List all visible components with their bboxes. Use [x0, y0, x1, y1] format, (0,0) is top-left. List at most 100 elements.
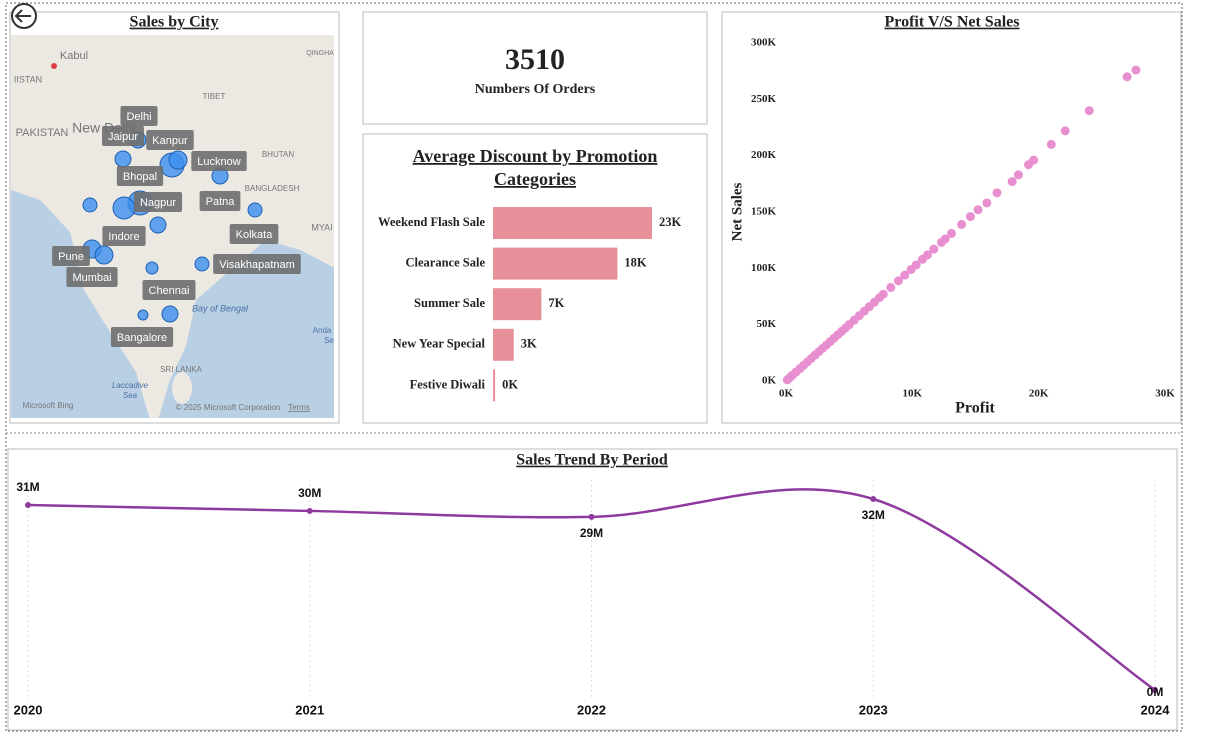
map-place: MYAI: [311, 222, 332, 232]
city-bubble: [94, 245, 114, 265]
city-label-box: [229, 224, 279, 244]
point: [900, 270, 910, 280]
city-bubble: [161, 305, 179, 323]
city-bubble: [82, 197, 98, 213]
point: [957, 219, 967, 229]
map-place: Microsoft Bing: [23, 401, 74, 410]
bar: [493, 207, 652, 239]
data-label: 0M: [1147, 685, 1164, 699]
city-label: Lucknow: [197, 156, 240, 168]
back-button[interactable]: [11, 3, 37, 29]
y-tick-label: 250K: [751, 93, 777, 105]
point: [946, 228, 956, 238]
city-bubble: [114, 150, 132, 168]
y-tick-label: Weekend Flash Sale: [378, 215, 485, 229]
city-label-box: [133, 192, 183, 212]
city-label-box: [102, 226, 146, 246]
city-bubble: [168, 150, 188, 170]
y-tick-label: Festive Diwali: [410, 377, 486, 391]
line-panel: [7, 448, 1178, 731]
map-sea: [11, 190, 150, 418]
point: [1007, 177, 1017, 187]
map-place: QINGHA: [306, 50, 334, 57]
point: [1131, 65, 1141, 75]
data-label: 29M: [580, 526, 603, 540]
x-tick-label: 30K: [1155, 388, 1175, 400]
point: [870, 496, 877, 502]
city-label: Bhopal: [123, 171, 157, 183]
city-label-box: [66, 267, 118, 287]
city-label: Kanpur: [152, 135, 188, 147]
data-label: 23K: [659, 215, 682, 229]
y-tick-label: 200K: [751, 149, 777, 161]
city-label-box: [191, 151, 247, 171]
point: [1084, 106, 1094, 116]
city-label: Mumbai: [72, 272, 111, 284]
city-bubble: [137, 309, 149, 321]
point: [973, 205, 983, 215]
y-tick-label: New Year Special: [393, 337, 486, 351]
x-tick-label: 20K: [1029, 388, 1049, 400]
city-label-box: [120, 106, 158, 126]
city-label: Chennai: [149, 285, 190, 297]
x-tick-label: 2022: [577, 702, 606, 717]
canvas-border: [5, 2, 1183, 732]
map-place: BANGLADESH: [245, 184, 300, 193]
city-label: Nagpur: [140, 197, 176, 209]
bar: [493, 288, 542, 321]
chart-title: Average Discount by Promotion Categories: [413, 146, 658, 189]
y-tick-label: Clearance Sale: [406, 255, 486, 269]
bar: [493, 247, 618, 280]
capital-dot: [51, 63, 57, 69]
map-place: Sea: [123, 391, 138, 400]
data-label: 7K: [548, 296, 564, 310]
x-tick-label: 2020: [14, 702, 43, 717]
map-place: IISTAN: [14, 74, 42, 84]
city-label: Visakhapatnam: [219, 259, 295, 271]
city-label-box: [110, 327, 174, 347]
map-sea: [158, 240, 334, 418]
city-label-box: [102, 126, 144, 146]
back-arrow[interactable]: [14, 9, 31, 23]
point: [982, 198, 992, 208]
data-label: 0K: [502, 377, 518, 391]
bar: [493, 369, 496, 402]
chart-title: Profit V/S Net Sales: [885, 14, 1020, 31]
city-label: Bangalore: [117, 332, 167, 344]
city-label-box: [116, 166, 164, 186]
x-tick-label: 2021: [295, 702, 324, 717]
y-tick-label: Summer Sale: [414, 296, 485, 310]
point: [936, 237, 946, 247]
city-label-box: [52, 246, 90, 266]
map-place: Se: [324, 336, 334, 345]
city-label: Delhi: [126, 111, 151, 123]
y-axis-title: Net Sales: [729, 182, 745, 241]
city-bubble: [145, 261, 159, 275]
point: [588, 513, 595, 520]
data-label: 18K: [624, 255, 647, 269]
map-place: Kabul: [60, 50, 88, 62]
bar: [493, 328, 514, 361]
y-tick-label: 300K: [751, 37, 777, 49]
city-bubble: [247, 202, 263, 218]
point: [906, 264, 916, 274]
scatter-panel: [721, 11, 1182, 424]
point: [1060, 126, 1070, 136]
kpi-panel: [362, 11, 708, 125]
trend-line: [27, 488, 1156, 692]
city-label: Pune: [58, 251, 84, 263]
point: [782, 375, 792, 385]
y-tick-label: 0K: [762, 375, 777, 387]
x-tick-label: 2023: [859, 702, 888, 717]
data-label: 31M: [16, 480, 39, 494]
city-label: Jaipur: [108, 131, 138, 143]
y-tick-label: 100K: [751, 262, 777, 274]
data-label: 3K: [521, 337, 537, 351]
kpi-value: 3510: [505, 43, 565, 76]
y-tick-label: 150K: [751, 206, 777, 218]
x-axis-title: Profit: [955, 400, 995, 417]
city-label-box: [213, 254, 301, 274]
point: [893, 276, 903, 286]
